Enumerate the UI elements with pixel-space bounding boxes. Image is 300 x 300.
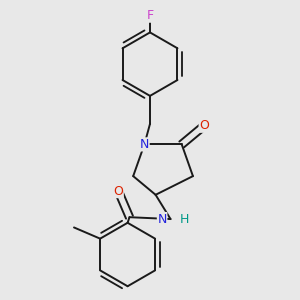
- Text: O: O: [199, 119, 209, 132]
- Text: H: H: [180, 213, 189, 226]
- Text: N: N: [158, 213, 167, 226]
- Text: O: O: [113, 184, 123, 198]
- Text: N: N: [140, 138, 149, 151]
- Text: F: F: [146, 9, 154, 22]
